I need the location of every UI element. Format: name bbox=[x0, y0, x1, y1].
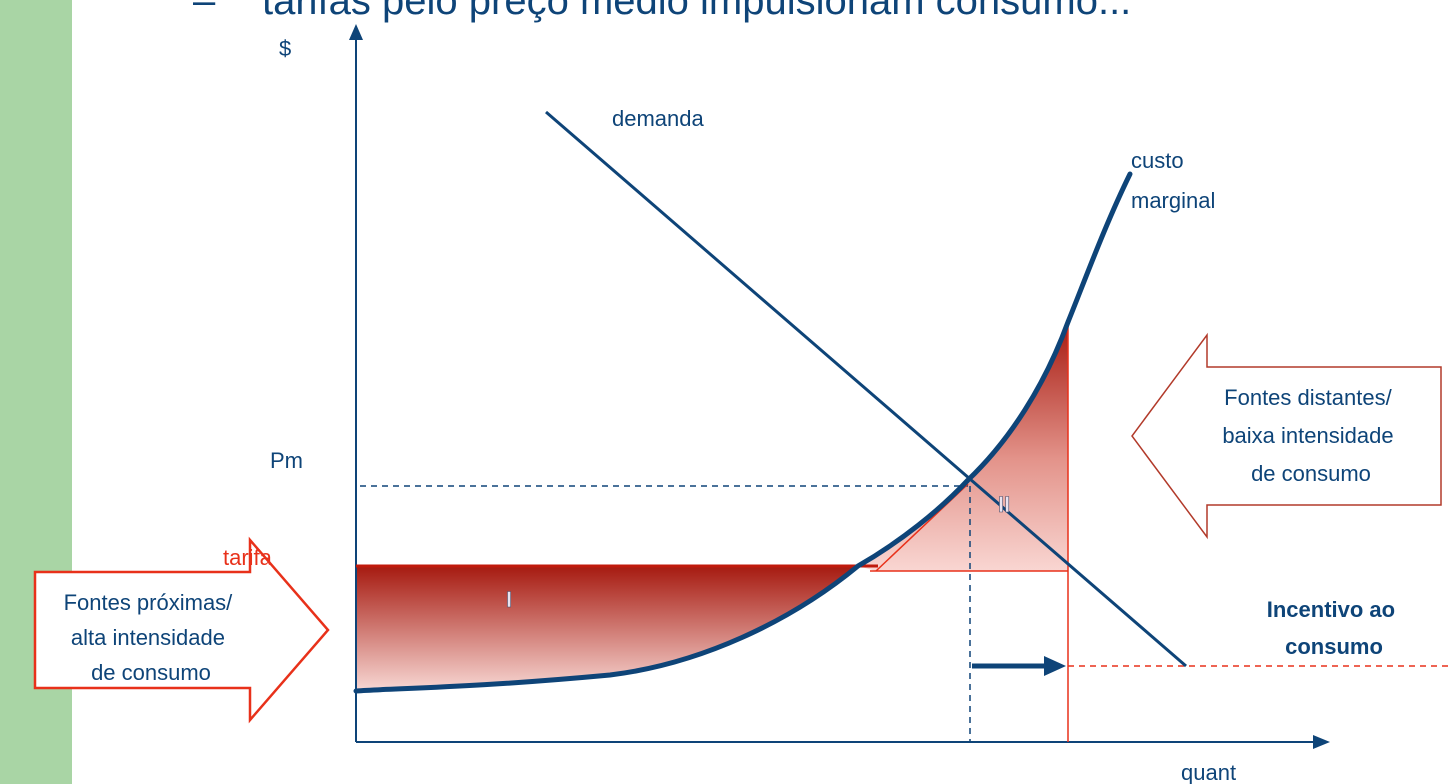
right-arrow-text: Fontes distantes/ baixa intensidade de c… bbox=[1222, 385, 1399, 486]
marginal-cost-label-line1: custo bbox=[1131, 148, 1184, 173]
incentive-label-line1: Incentivo ao bbox=[1267, 597, 1395, 622]
left-arrow-text: Fontes próximas/ alta intensidade de con… bbox=[64, 590, 239, 685]
demand-curve bbox=[545, 110, 1187, 668]
right-block-arrow bbox=[1131, 332, 1442, 540]
left-block-arrow bbox=[33, 536, 330, 724]
left-arrow-text-line1: Fontes próximas/ bbox=[64, 590, 234, 615]
incentive-label: Incentivo ao consumo bbox=[1267, 597, 1401, 659]
bullet-dash: – bbox=[193, 0, 216, 23]
incentive-label-line2: consumo bbox=[1285, 634, 1383, 659]
slide-heading: tarifas pelo preço médio impulsionam con… bbox=[262, 0, 1131, 23]
marginal-cost-curve bbox=[353, 171, 1133, 694]
right-arrow-text-line1: Fontes distantes/ bbox=[1224, 385, 1392, 410]
x-axis-arrowhead bbox=[1313, 735, 1330, 749]
right-arrow-text-line3: de consumo bbox=[1251, 461, 1371, 486]
marginal-cost-label: custo marginal bbox=[1131, 148, 1215, 213]
pm-label: Pm bbox=[270, 448, 303, 473]
area-two-label: II bbox=[998, 492, 1010, 517]
tarifa-label: tarifa bbox=[223, 545, 273, 570]
left-arrow-text-line2: alta intensidade bbox=[71, 625, 225, 650]
demand-label: demanda bbox=[612, 106, 705, 131]
quantity-shift-arrowhead bbox=[1044, 656, 1066, 676]
x-axis-label: quant bbox=[1181, 760, 1236, 784]
area-one bbox=[356, 566, 858, 691]
marginal-cost-label-line2: marginal bbox=[1131, 188, 1215, 213]
left-arrow-text-line3: de consumo bbox=[91, 660, 211, 685]
y-axis-arrowhead bbox=[349, 24, 363, 40]
area-two bbox=[858, 322, 1068, 571]
area-one-label: I bbox=[506, 587, 512, 612]
y-axis-label: $ bbox=[279, 36, 291, 61]
right-arrow-text-line2: baixa intensidade bbox=[1222, 423, 1393, 448]
